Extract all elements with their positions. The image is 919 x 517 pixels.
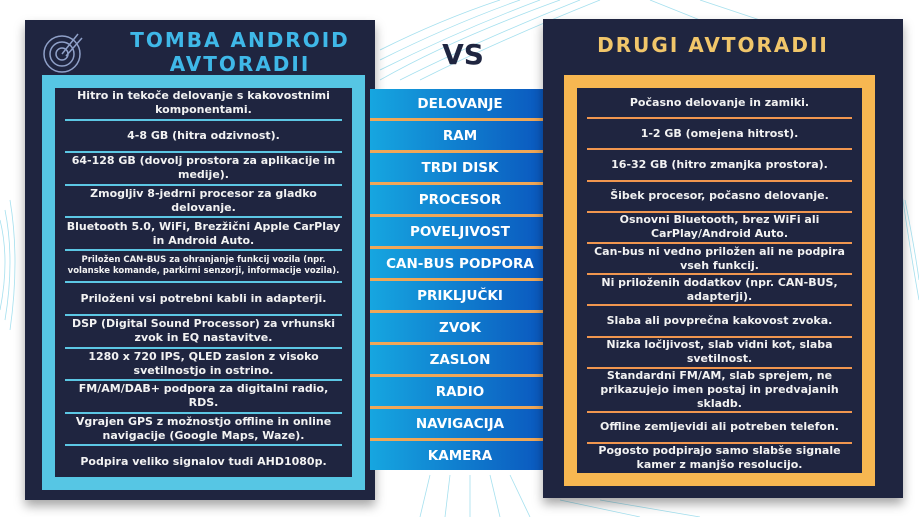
category-label: DELOVANJE: [370, 89, 550, 121]
tomba-feature-row: 64-128 GB (dovolj prostora za aplikacije…: [65, 153, 342, 186]
tomba-panel: TOMBA ANDROID AVTORADII Hitro in tekoče …: [25, 20, 375, 500]
tomba-feature-row: 1280 x 720 IPS, QLED zaslon z visoko sve…: [65, 349, 342, 382]
drugi-feature-row: Ni priloženih dodatkov (npr. CAN-BUS, ad…: [587, 275, 852, 307]
vs-label: VS: [442, 38, 484, 71]
category-label: RAM: [370, 121, 550, 153]
category-label: NAVIGACIJA: [370, 409, 550, 441]
drugi-frame: Počasno delovanje in zamiki. 1-2 GB (omej…: [564, 75, 875, 486]
category-label: ZVOK: [370, 313, 550, 345]
drugi-feature-list: Počasno delovanje in zamiki. 1-2 GB (omej…: [577, 88, 862, 473]
category-label: PROCESOR: [370, 185, 550, 217]
tomba-feature-list: Hitro in tekoče delovanje s kakovostnimi…: [55, 88, 352, 477]
category-label: POVELJIVOST: [370, 217, 550, 249]
steering-logo-icon: [43, 33, 83, 73]
drugi-title: DRUGI AVTORADII: [597, 33, 829, 57]
tomba-feature-row: 4-8 GB (hitra odzivnost).: [65, 121, 342, 154]
category-label: TRDI DISK: [370, 153, 550, 185]
tomba-feature-row: Zmogljiv 8-jedrni procesor za gladko del…: [65, 186, 342, 219]
tomba-feature-row: Podpira veliko signalov tudi AHD1080p.: [80, 454, 327, 468]
drugi-panel: DRUGI AVTORADII Počasno delovanje in zam…: [543, 19, 903, 498]
drugi-feature-row: Can-bus ni vedno priložen ali ne podpira…: [587, 244, 852, 276]
drugi-feature-row: 1-2 GB (omejena hitrost).: [587, 119, 852, 151]
drugi-feature-row: Standardni FM/AM, slab sprejem, ne prika…: [587, 369, 852, 413]
tomba-feature-row: Bluetooth 5.0, WiFi, Brezžični Apple Car…: [65, 218, 342, 251]
category-column: DELOVANJE RAM TRDI DISK PROCESOR POVELJIVOST…: [370, 89, 550, 470]
drugi-feature-row: Nizka ločljivost, slab vidni kot, slaba …: [587, 338, 852, 369]
tomba-feature-row: DSP (Digital Sound Processor) za vrhunsk…: [65, 316, 342, 349]
category-label: CAN-BUS PODPORA: [370, 249, 550, 281]
tomba-title: TOMBA ANDROID AVTORADII: [130, 28, 350, 76]
tomba-feature-row: Vgrajen GPS z možnostjo offline in onlin…: [65, 414, 342, 447]
category-label: ZASLON: [370, 345, 550, 377]
category-label: RADIO: [370, 377, 550, 409]
drugi-feature-row: Počasno delovanje in zamiki.: [587, 88, 852, 120]
category-label: PRIKLJUČKI: [370, 281, 550, 313]
drugi-feature-row: Šibek procesor, počasno delovanje.: [587, 182, 852, 213]
tomba-feature-row: Priložen CAN-BUS za ohranjanje funkcij v…: [65, 251, 342, 284]
tomba-feature-row: FM/AM/DAB+ podpora za digitalni radio, R…: [65, 381, 342, 414]
category-label: KAMERA: [370, 441, 550, 470]
drugi-feature-row: Pogosto podpirajo samo slabše signale ka…: [598, 444, 841, 472]
drugi-feature-row: 16-32 GB (hitro zmanjka prostora).: [587, 150, 852, 182]
tomba-feature-row: Priloženi vsi potrebni kabli in adapterj…: [65, 283, 342, 317]
drugi-feature-row: Offline zemljevidi ali potreben telefon.: [587, 413, 852, 444]
tomba-feature-row: Hitro in tekoče delovanje s kakovostnimi…: [65, 88, 342, 121]
drugi-feature-row: Slaba ali povprečna kakovost zvoka.: [587, 306, 852, 338]
tomba-frame: Hitro in tekoče delovanje s kakovostnimi…: [42, 75, 365, 490]
drugi-feature-row: Osnovni Bluetooth, brez WiFi ali CarPlay…: [587, 213, 852, 244]
